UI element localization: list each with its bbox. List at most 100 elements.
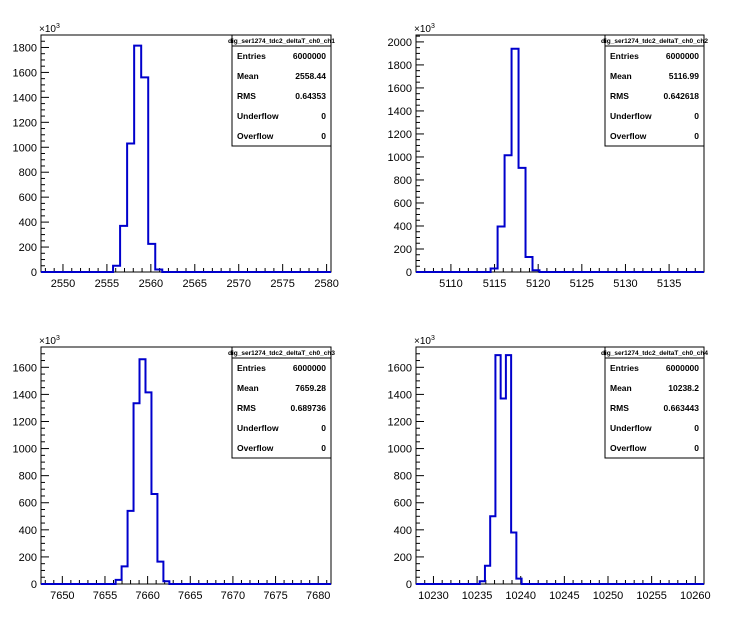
stats-box: dig_ser1274_tdc2_deltaT_ch0_ch1 Entries 60… — [228, 34, 335, 147]
y-multiplier-label: ×103 — [39, 335, 60, 347]
stats-label: Underflow — [610, 423, 652, 433]
y-tick-label: 800 — [394, 471, 412, 483]
y-tick-label: 1600 — [13, 67, 37, 79]
stats-label: Entries — [237, 363, 266, 373]
stats-label: Entries — [610, 363, 639, 373]
y-tick-label: 400 — [394, 221, 412, 233]
y-tick-label: 1400 — [388, 389, 412, 401]
stats-label: RMS — [237, 403, 256, 413]
histogram-panel-3: ×103 0 200 400 600 800 1000 1200 1400 1600 7650 765… — [13, 335, 336, 602]
x-tick-label: 2565 — [183, 278, 207, 290]
stats-label: Mean — [237, 71, 259, 81]
stats-value: 5116.99 — [669, 71, 700, 81]
stats-box: dig_ser1274_tdc2_deltaT_ch0_ch4 Entries 60… — [601, 346, 708, 459]
stats-title: dig_ser1274_tdc2_deltaT_ch0_ch2 — [601, 38, 708, 45]
stats-label: Underflow — [237, 111, 279, 121]
x-tick-label: 2570 — [226, 278, 250, 290]
x-tick-label: 2555 — [95, 278, 119, 290]
stats-title: dig_ser1274_tdc2_deltaT_ch0_ch4 — [601, 350, 708, 357]
stats-value: 6000000 — [293, 363, 326, 373]
histogram-bin — [501, 398, 506, 584]
stats-label: RMS — [610, 91, 629, 101]
stats-label: RMS — [237, 91, 256, 101]
y-tick-label: 1800 — [13, 42, 37, 54]
y-tick-label: 400 — [19, 525, 37, 537]
x-tick-label: 10250 — [593, 590, 624, 602]
histogram-bin — [127, 144, 134, 272]
x-tick-label: 7675 — [263, 590, 287, 602]
y-tick-label: 800 — [19, 471, 37, 483]
stats-label: Overflow — [610, 131, 647, 141]
x-tick-label: 2560 — [139, 278, 163, 290]
stats-label: Mean — [610, 71, 632, 81]
histogram-bin — [498, 227, 505, 272]
y-multiplier-label: ×103 — [414, 23, 435, 35]
x-tick-label: 7660 — [135, 590, 159, 602]
x-tick-label: 2575 — [270, 278, 294, 290]
stats-label: Underflow — [610, 111, 652, 121]
x-tick-label: 10245 — [549, 590, 580, 602]
x-tick-label: 10260 — [680, 590, 711, 602]
histogram-panel-1: ×103 0 200 400 600 800 1000 1200 1400 1600 1800 255… — [13, 23, 339, 290]
stats-label: Overflow — [237, 443, 274, 453]
x-tick-label: 10255 — [636, 590, 667, 602]
histogram-outline — [416, 47, 704, 273]
y-tick-label: 1200 — [388, 129, 412, 141]
y-tick-label: 1600 — [13, 362, 37, 374]
x-tick-label: 5110 — [439, 278, 463, 290]
histogram-bin — [120, 226, 127, 272]
y-tick-label: 600 — [394, 198, 412, 210]
y-tick-label: 1200 — [13, 117, 37, 129]
stats-box: dig_ser1274_tdc2_deltaT_ch0_ch3 Entries 60… — [228, 346, 335, 459]
stats-value: 0.689736 — [291, 403, 327, 413]
y-multiplier-label: ×103 — [39, 23, 60, 35]
x-tick-label: 5125 — [570, 278, 594, 290]
x-tick-label: 7665 — [178, 590, 202, 602]
stats-label: Overflow — [237, 131, 274, 141]
stats-box-frame — [231, 34, 332, 147]
y-tick-label: 800 — [394, 175, 412, 187]
stats-title: dig_ser1274_tdc2_deltaT_ch0_ch3 — [228, 350, 335, 357]
stats-label: Entries — [237, 51, 266, 61]
stats-value: 7659.28 — [295, 383, 326, 393]
histogram-bin — [519, 168, 526, 272]
x-tick-label: 5130 — [613, 278, 637, 290]
stats-value: 0 — [321, 131, 326, 141]
x-tick-label: 10230 — [418, 590, 449, 602]
y-tick-label: 1400 — [13, 389, 37, 401]
stats-label: Underflow — [237, 423, 279, 433]
stats-value: 6000000 — [666, 51, 699, 61]
histogram-outline — [41, 358, 331, 585]
y-tick-label: 800 — [19, 167, 37, 179]
y-tick-label: 200 — [394, 552, 412, 564]
y-tick-label: 1000 — [13, 142, 37, 154]
y-tick-label: 400 — [19, 217, 37, 229]
y-tick-label: 200 — [19, 242, 37, 254]
y-tick-label: 0 — [406, 267, 412, 279]
x-tick-label: 7655 — [93, 590, 117, 602]
stats-value: 6000000 — [666, 363, 699, 373]
x-tick-label: 2550 — [51, 278, 75, 290]
histogram-bin — [141, 77, 148, 272]
stats-value: 2558.44 — [295, 71, 326, 81]
stats-label: Mean — [237, 383, 259, 393]
y-tick-label: 1400 — [13, 92, 37, 104]
y-tick-label: 1400 — [388, 106, 412, 118]
stats-value: 0 — [321, 111, 326, 121]
x-tick-label: 5115 — [483, 278, 507, 290]
y-tick-label: 1000 — [13, 444, 37, 456]
stats-value: 0.642618 — [664, 91, 700, 101]
y-tick-label: 1200 — [388, 416, 412, 428]
stats-value: 0 — [321, 443, 326, 453]
x-tick-label: 5120 — [526, 278, 550, 290]
stats-value: 10238.2 — [668, 383, 699, 393]
histogram-bin — [134, 46, 141, 272]
stats-box: dig_ser1274_tdc2_deltaT_ch0_ch2 Entries 60… — [601, 34, 708, 147]
x-tick-label: 7670 — [221, 590, 245, 602]
y-tick-label: 200 — [19, 552, 37, 564]
y-tick-label: 0 — [31, 267, 37, 279]
x-tick-label: 7650 — [50, 590, 74, 602]
stats-box-frame — [231, 346, 332, 459]
stats-label: RMS — [610, 403, 629, 413]
histogram-panel-4: ×103 0 200 400 600 800 1000 1200 1400 1600 10230 10… — [388, 335, 711, 602]
